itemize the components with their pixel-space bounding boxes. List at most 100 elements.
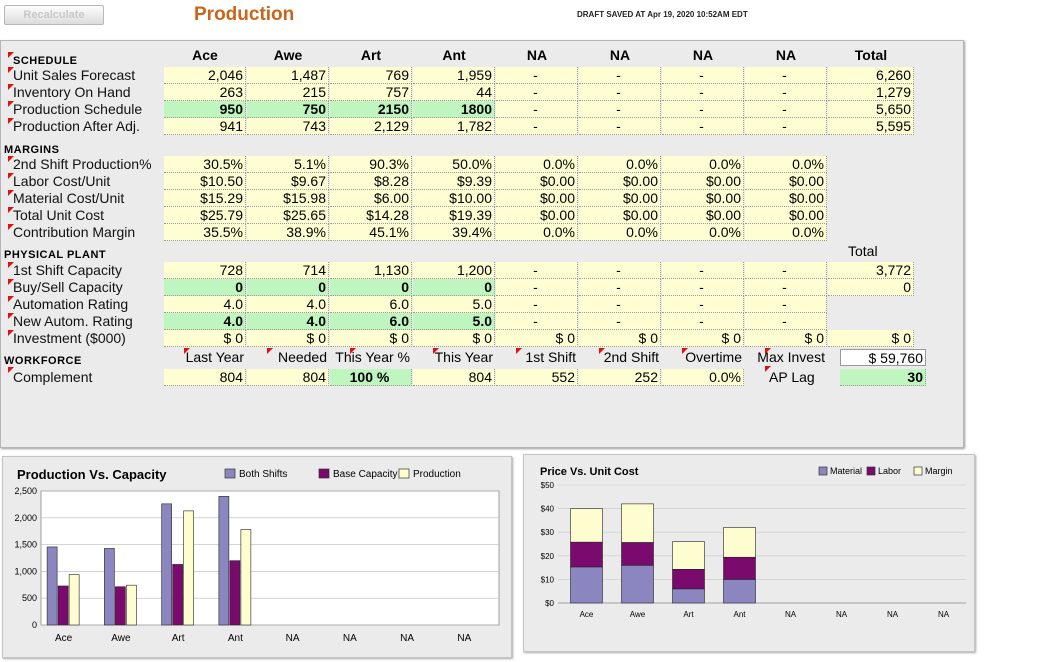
x-tick-label: Ant [228,633,243,644]
value-cell: 941 [164,118,246,135]
page-title: Production [194,4,295,25]
value-cell[interactable]: 4.0 [164,313,246,330]
comment-marker-icon[interactable] [8,101,14,107]
value-cell: $ 0 [413,330,495,347]
comment-marker-icon[interactable] [184,348,190,354]
value-cell: 714 [247,262,329,279]
y-tick-label: $40 [541,505,555,514]
comment-marker-icon[interactable] [8,279,14,285]
row-label: New Autom. Rating [13,313,133,329]
value-cell: 39.4% [413,224,495,241]
comment-marker-icon[interactable] [599,348,605,354]
workforce-cell[interactable]: 100 % [330,369,412,386]
value-cell: $8.28 [330,173,412,190]
comment-marker-icon[interactable] [765,366,771,372]
value-cell: 5.0 [413,296,495,313]
legend-swatch [866,466,876,476]
comment-marker-icon[interactable] [765,348,771,354]
recalculate-button[interactable]: Recalculate [4,5,104,25]
value-cell[interactable]: 0 [164,279,246,296]
value-cell[interactable]: 0 [413,279,495,296]
workforce-header: Overtime [685,349,742,365]
section-workforce: WORKFORCE [4,355,82,367]
column-header: NA [526,47,548,63]
ap-lag-label: AP Lag [769,369,815,385]
x-tick-label: NA [887,610,899,619]
comment-marker-icon[interactable] [8,296,14,302]
comment-marker-icon[interactable] [8,262,14,268]
value-cell: 2,046 [164,67,246,84]
value-cell: - [496,262,578,279]
comment-marker-icon[interactable] [8,173,14,179]
comment-marker-icon[interactable] [433,348,439,354]
workforce-cell: 0.0% [662,369,744,386]
legend-swatch [318,468,330,479]
column-header: NA [692,47,714,63]
value-cell: - [662,313,744,330]
row-label: Production After Adj. [13,118,140,134]
value-cell: - [662,262,744,279]
comment-marker-icon[interactable] [682,348,688,354]
legend-label: Production [413,469,461,480]
value-cell: $ 0 [496,330,578,347]
value-cell: $0.00 [579,190,661,207]
comment-marker-icon[interactable] [267,348,273,354]
value-cell[interactable]: 950 [164,101,246,118]
value-cell: 1,782 [413,118,495,135]
value-cell: $0.00 [662,190,744,207]
row-label: Inventory On Hand [13,84,131,100]
value-cell: $ 0 [247,330,329,347]
value-cell: 6.0 [330,296,412,313]
comment-marker-icon[interactable] [516,348,522,354]
comment-marker-icon[interactable] [8,52,14,58]
value-cell[interactable]: 0 [330,279,412,296]
value-cell: $ 0 [579,330,661,347]
value-cell: 0.0% [496,224,578,241]
value-cell[interactable]: 6.0 [330,313,412,330]
section-schedule: SCHEDULE [13,55,78,67]
comment-marker-icon[interactable] [8,367,14,373]
bar-production [240,529,252,626]
column-header: NA [609,47,631,63]
x-tick-label: NA [400,633,414,644]
comment-marker-icon[interactable] [8,313,14,319]
value-cell: $9.67 [247,173,329,190]
value-cell[interactable]: 5.0 [413,313,495,330]
value-cell[interactable]: 1800 [413,101,495,118]
y-tick-label: 2,000 [14,513,37,523]
plant-total-header: Total [848,243,878,259]
value-cell[interactable]: 0 [247,279,329,296]
bar-production [126,584,137,626]
value-cell[interactable]: 4.0 [247,313,329,330]
bar-margin [723,527,756,558]
legend-swatch [818,466,828,476]
bar-material [672,588,705,604]
comment-marker-icon[interactable] [8,118,14,124]
comment-marker-icon[interactable] [8,84,14,90]
comment-marker-icon[interactable] [350,348,356,354]
value-cell: - [579,67,661,84]
comment-marker-icon[interactable] [8,67,14,73]
value-cell: 1,130 [330,262,412,279]
value-cell[interactable]: 2150 [330,101,412,118]
comment-marker-icon[interactable] [8,156,14,162]
bar-margin [621,503,654,543]
section-plant: PHYSICAL PLANT [4,249,107,261]
value-cell: $0.00 [579,173,661,190]
comment-marker-icon[interactable] [8,330,14,336]
production-capacity-chart: Production Vs. Capacity Both Shifts Base C… [2,456,512,658]
comment-marker-icon[interactable] [8,224,14,230]
value-cell: 0 [828,279,914,296]
value-cell: $10.50 [164,173,246,190]
value-cell: - [496,67,578,84]
max-invest-value: $ 59,760 [840,349,926,366]
value-cell[interactable]: 750 [247,101,329,118]
comment-marker-icon[interactable] [8,207,14,213]
value-cell: $25.65 [247,207,329,224]
value-cell: $25.79 [164,207,246,224]
x-tick-label: Ant [733,610,746,619]
value-cell: 44 [413,84,495,101]
comment-marker-icon[interactable] [8,190,14,196]
value-cell: 5,595 [828,118,914,135]
ap-lag-value[interactable]: 30 [840,369,926,386]
